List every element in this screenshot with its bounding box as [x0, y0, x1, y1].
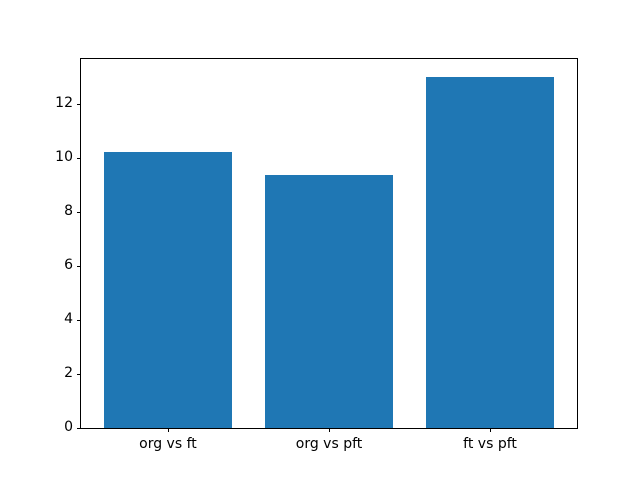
y-tick-mark: [77, 265, 81, 267]
bar-3: [425, 76, 555, 428]
y-tick-mark: [77, 319, 81, 321]
y-tick-mark: [77, 211, 81, 213]
y-tick-mark: [77, 428, 81, 429]
y-tick-label: 10: [55, 148, 73, 165]
x-tick-label: ft vs pft: [463, 436, 517, 452]
y-tick-mark: [77, 157, 81, 159]
y-tick-mark: [77, 103, 81, 105]
y-tick-label: 6: [64, 256, 73, 273]
plot-area: [77, 58, 578, 432]
y-tick-label: 2: [64, 364, 73, 381]
y-tick-label: 12: [55, 94, 73, 111]
y-tick-label: 8: [64, 202, 73, 219]
y-tick-label: 4: [64, 310, 73, 327]
x-tick-label: org vs ft: [139, 436, 197, 452]
bar-1: [103, 152, 233, 428]
x-tick-mark: [490, 428, 492, 432]
bar-2: [264, 175, 394, 428]
y-tick-mark: [77, 373, 81, 375]
y-tick-label: 0: [64, 419, 73, 435]
x-tick-mark: [329, 428, 330, 432]
x-tick-mark: [167, 428, 169, 432]
x-tick-label: org vs pft: [295, 436, 363, 452]
